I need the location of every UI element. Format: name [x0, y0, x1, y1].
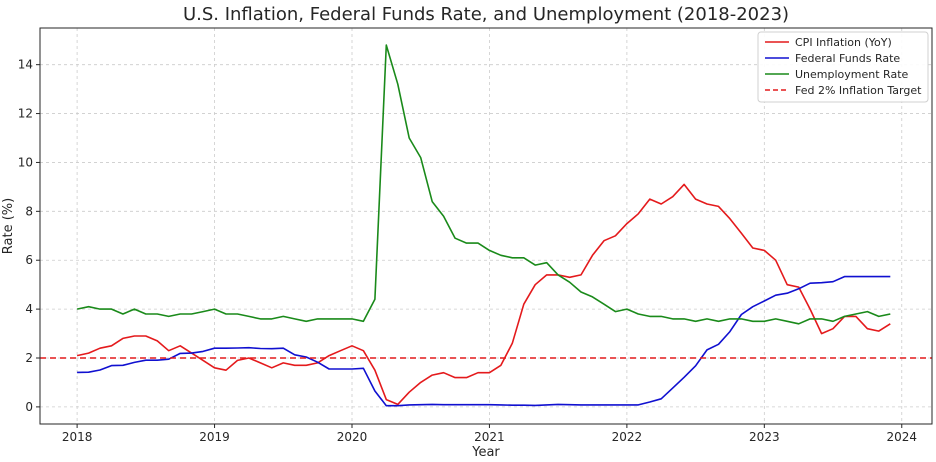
y-tick-label: 12 — [18, 107, 33, 121]
y-axis-label: Rate (%) — [1, 198, 16, 254]
legend-label: CPI Inflation (YoY) — [795, 36, 892, 49]
y-tick-label: 10 — [18, 155, 33, 169]
legend-label: Fed 2% Inflation Target — [795, 84, 922, 97]
ticks: 2018 2019 2020 2021 2022 2023 2024 0 2 4 6 8 10 12 14 — [18, 58, 917, 444]
x-tick-label: 2022 — [612, 430, 643, 444]
legend-label: Federal Funds Rate — [795, 52, 900, 65]
y-tick-label: 8 — [25, 204, 33, 218]
x-tick-label: 2024 — [886, 430, 917, 444]
x-tick-label: 2018 — [62, 430, 93, 444]
y-tick-label: 6 — [25, 253, 33, 267]
legend: CPI Inflation (YoY) Federal Funds Rate Une… — [757, 31, 929, 103]
cpi-inflation-yoy-line — [76, 183, 891, 406]
y-tick-label: 14 — [18, 58, 33, 72]
y-tick-label: 0 — [25, 400, 33, 414]
chart-title: U.S. Inflation, Federal Funds Rate, and … — [183, 4, 789, 25]
x-tick-label: 2023 — [749, 430, 780, 444]
series-group — [40, 44, 932, 407]
x-tick-label: 2020 — [337, 430, 368, 444]
legend-label: Unemployment Rate — [795, 68, 909, 81]
federal-funds-rate-line — [77, 275, 891, 407]
unemployment-rate-line — [76, 44, 891, 325]
legend-box — [757, 31, 929, 103]
x-axis-label: Year — [471, 445, 500, 460]
plot-frame — [39, 27, 933, 425]
y-tick-label: 4 — [25, 302, 33, 316]
x-tick-label: 2019 — [199, 430, 230, 444]
x-tick-label: 2021 — [474, 430, 505, 444]
y-tick-label: 2 — [25, 351, 33, 365]
